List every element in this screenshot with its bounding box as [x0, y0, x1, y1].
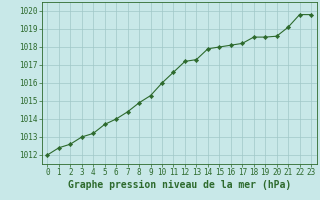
X-axis label: Graphe pression niveau de la mer (hPa): Graphe pression niveau de la mer (hPa)	[68, 180, 291, 190]
